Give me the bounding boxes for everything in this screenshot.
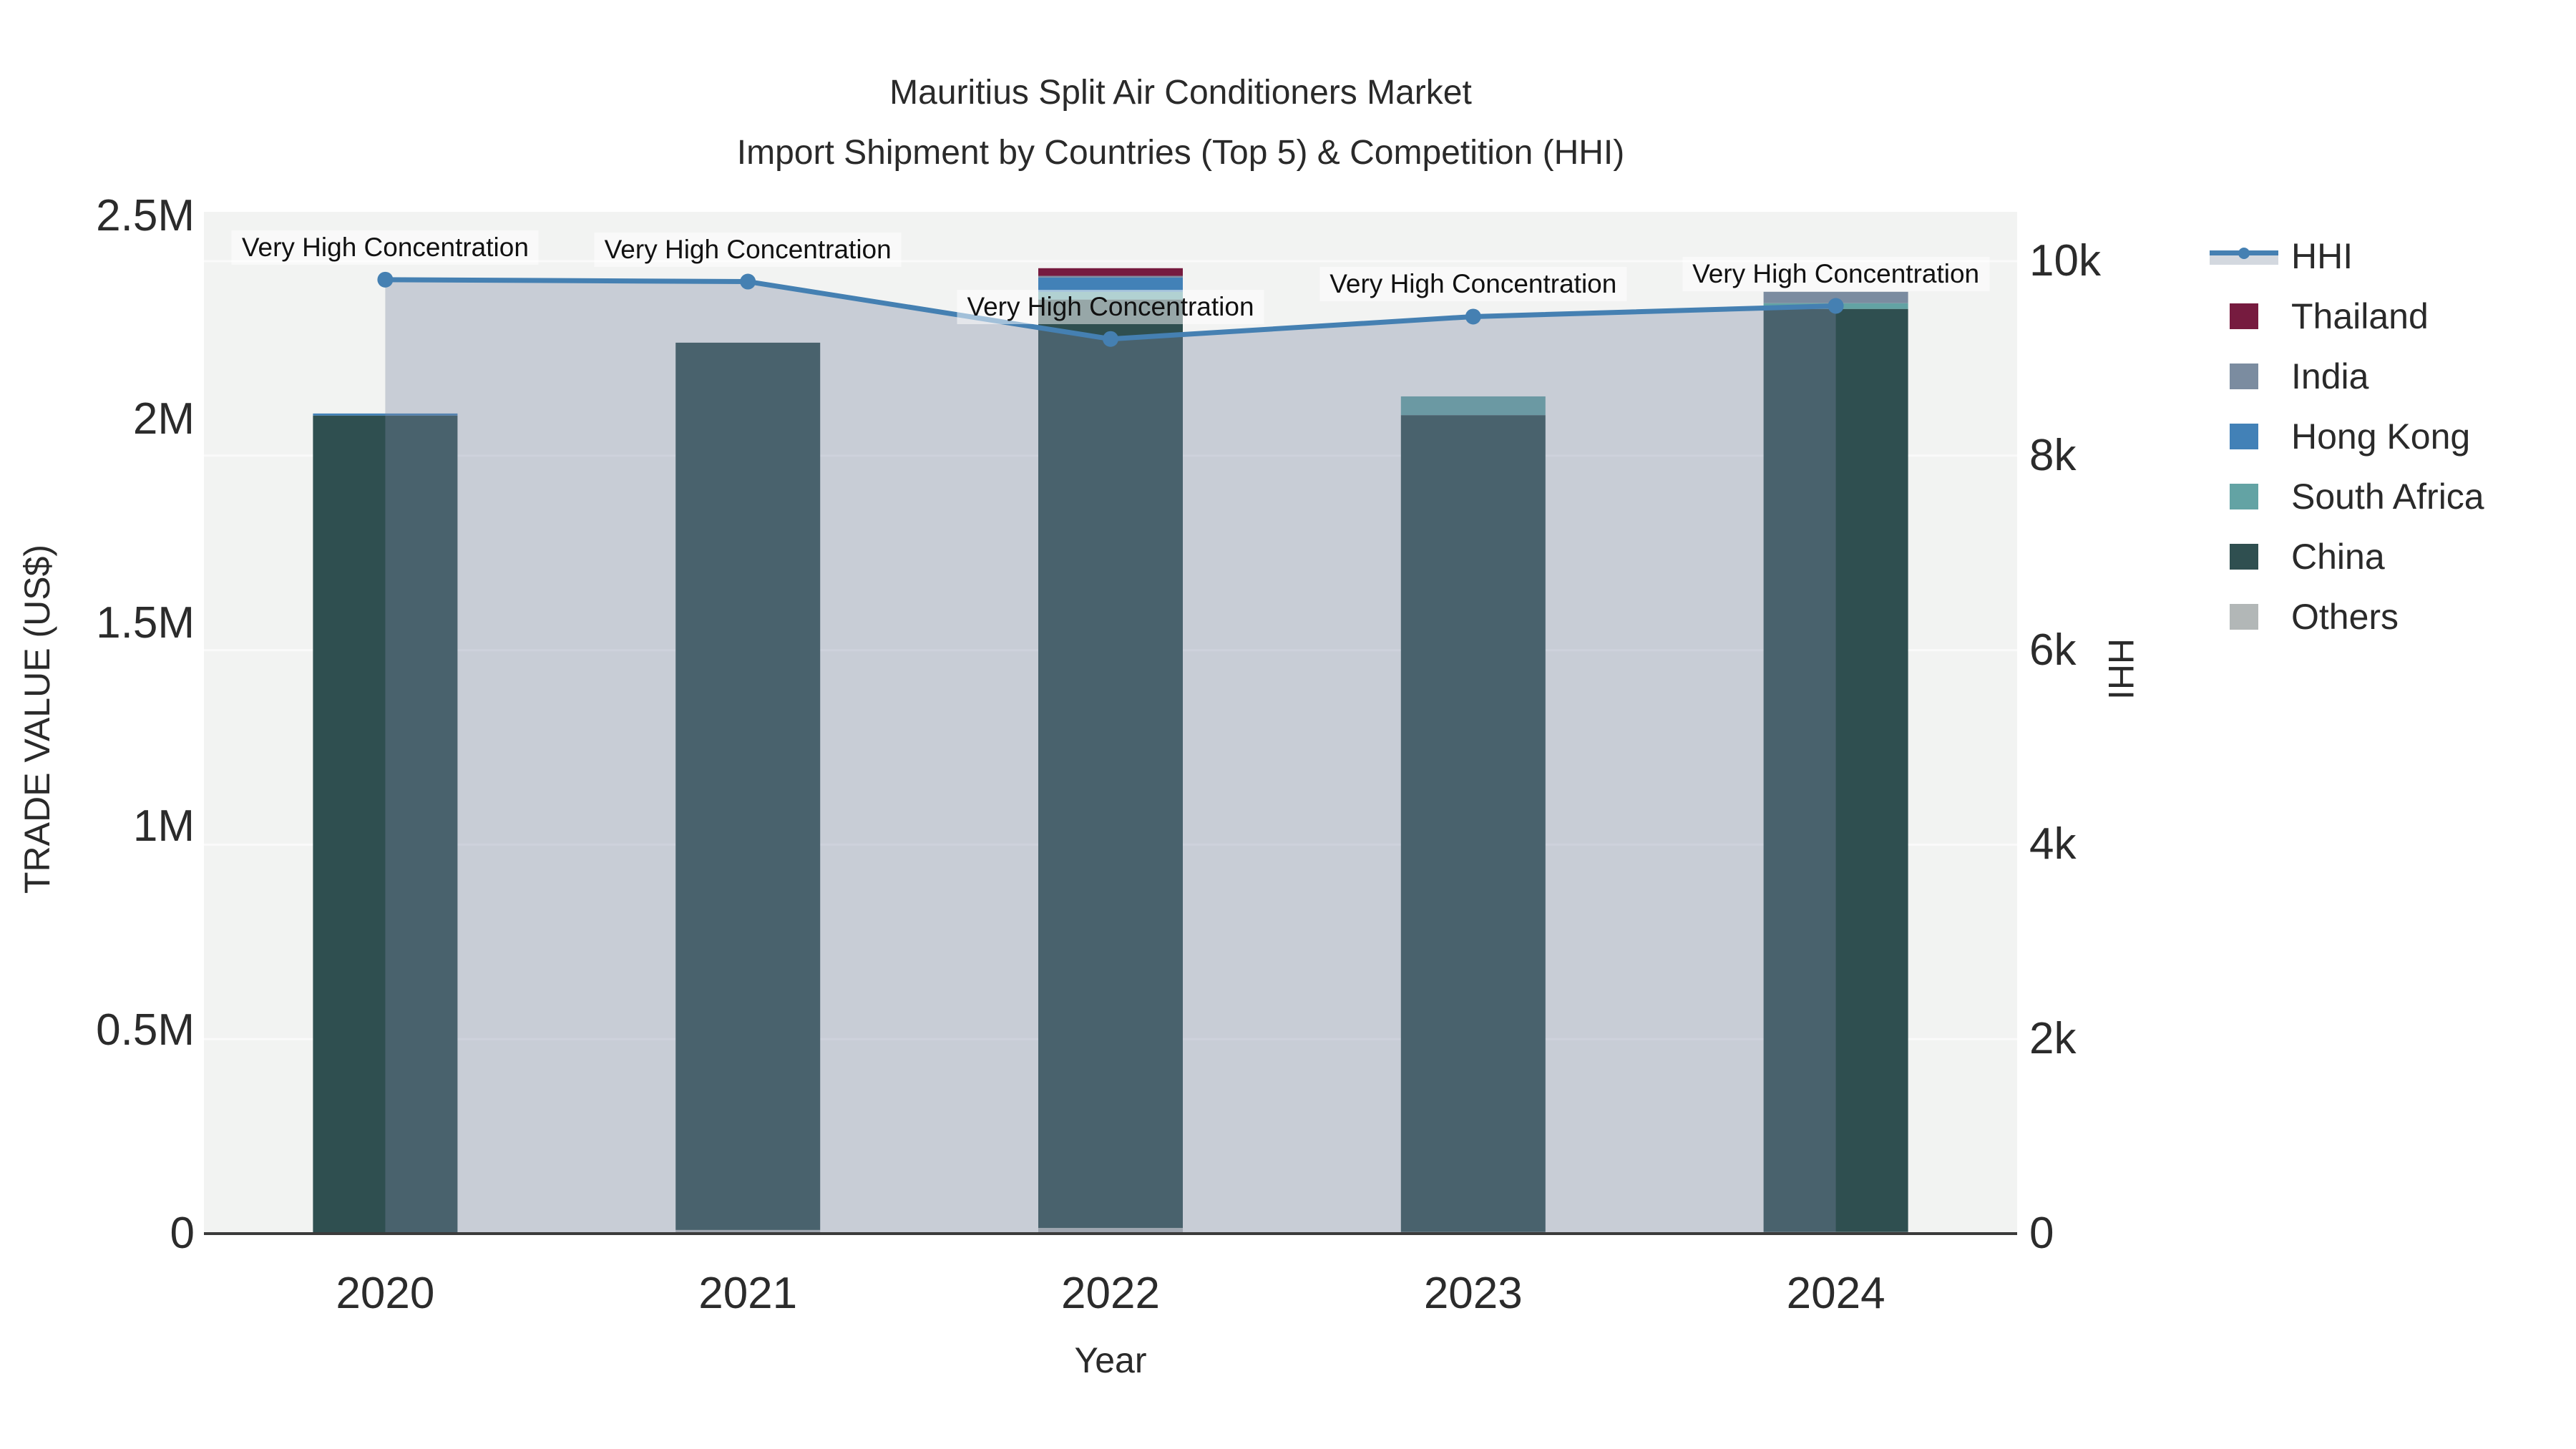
- chart-title-line2: Import Shipment by Countries (Top 5) & C…: [736, 134, 1625, 172]
- legend-item-hong-kong[interactable]: Hong Kong: [2208, 406, 2484, 467]
- hhi-line-swatch-icon: [2208, 248, 2280, 265]
- legend-swatch-icon: [2208, 364, 2280, 389]
- chart-title: Mauritius Split Air Conditioners Market …: [737, 63, 1624, 183]
- bar-segment-others-2022[interactable]: [1038, 1228, 1183, 1234]
- y-left-tick-label: 0: [170, 1209, 195, 1258]
- color-swatch-hong-kong: [2230, 424, 2258, 449]
- legend-label: Hong Kong: [2291, 416, 2471, 457]
- color-swatch-others: [2230, 604, 2258, 630]
- legend-swatch-icon: [2208, 303, 2280, 329]
- color-swatch-india: [2230, 364, 2258, 389]
- hhi-marker-2023[interactable]: [1465, 308, 1481, 325]
- color-swatch-china: [2230, 544, 2258, 570]
- chart-title-line1: Mauritius Split Air Conditioners Market: [889, 74, 1472, 112]
- legend-label: South Africa: [2291, 477, 2484, 517]
- x-tick-label-2024: 2024: [1786, 1269, 1885, 1318]
- legend-item-china[interactable]: China: [2208, 527, 2484, 587]
- bar-segment-hong-kong-2022[interactable]: [1038, 277, 1183, 292]
- annotation-2020: Very High Concentration: [231, 230, 539, 265]
- hhi-marker-2022[interactable]: [1103, 331, 1118, 347]
- y-right-tick-label: 8k: [2029, 430, 2077, 480]
- y-left-tick-label: 1M: [132, 801, 195, 852]
- hhi-marker-2020[interactable]: [377, 271, 394, 288]
- color-swatch-thailand: [2230, 303, 2258, 329]
- x-tick-label-2021: 2021: [698, 1269, 798, 1318]
- bar-segment-china-2024[interactable]: [1763, 308, 1908, 1232]
- y-right-tick-label: 4k: [2029, 819, 2077, 869]
- y-right-tick-label: 2k: [2029, 1014, 2077, 1064]
- hhi-marker-2021[interactable]: [740, 273, 756, 290]
- annotation-2024: Very High Concentration: [1682, 256, 1990, 291]
- legend-item-south-africa[interactable]: South Africa: [2208, 467, 2484, 527]
- y-right-tick-label: 6k: [2029, 625, 2077, 675]
- y-left-tick-label: 2.5M: [96, 191, 195, 240]
- x-tick-label-2023: 2023: [1423, 1269, 1523, 1318]
- legend-label: China: [2291, 537, 2385, 577]
- bar-segment-thailand-2022[interactable]: [1038, 268, 1183, 276]
- legend-label: India: [2291, 356, 2369, 396]
- x-axis-title: Year: [1074, 1340, 1147, 1380]
- bar-segment-hong-kong-2020[interactable]: [313, 413, 458, 416]
- hhi-area-fill: [385, 279, 1836, 1234]
- x-tick-label-2020: 2020: [336, 1269, 435, 1318]
- annotation-2023: Very High Concentration: [1319, 267, 1627, 302]
- legend-item-thailand[interactable]: Thailand: [2208, 286, 2484, 346]
- bar-segment-india-2022[interactable]: [1038, 275, 1183, 278]
- bar-segment-china-2020[interactable]: [313, 415, 458, 1234]
- legend-swatch-icon: [2208, 424, 2280, 449]
- legend-item-others[interactable]: Others: [2208, 587, 2484, 647]
- bar-segment-others-2021[interactable]: [675, 1229, 821, 1234]
- hhi-area-swatch: [2210, 253, 2278, 265]
- legend-swatch-icon: [2208, 484, 2280, 509]
- bar-segment-india-2024[interactable]: [1763, 291, 1908, 303]
- y-right-tick-label: 10k: [2029, 236, 2101, 286]
- hhi-marker-dot: [2238, 248, 2250, 259]
- legend: HHI Thailand India Hong Kong South Africa Chi…: [2208, 226, 2484, 647]
- bar-segment-china-2022[interactable]: [1038, 299, 1183, 1229]
- y-left-tick-label: 1.5M: [96, 597, 195, 648]
- bar-segment-south-africa-2023[interactable]: [1400, 396, 1546, 416]
- annotation-2022: Very High Concentration: [957, 289, 1264, 324]
- x-tick-label-2022: 2022: [1061, 1269, 1160, 1318]
- hhi-line-swatch: [2210, 248, 2278, 265]
- color-swatch-south-africa: [2230, 484, 2258, 509]
- y-right-tick-label: 0: [2029, 1209, 2054, 1258]
- bar-segment-china-2023[interactable]: [1400, 415, 1546, 1232]
- y-right-axis-title: HHI: [2101, 638, 2141, 701]
- legend-item-hhi[interactable]: HHI: [2208, 226, 2484, 286]
- legend-label: Others: [2291, 597, 2399, 637]
- legend-swatch-icon: [2208, 544, 2280, 570]
- legend-swatch-icon: [2208, 604, 2280, 630]
- legend-label: HHI: [2291, 236, 2353, 276]
- legend-label: Thailand: [2291, 296, 2429, 336]
- annotation-2021: Very High Concentration: [594, 232, 902, 267]
- y-left-tick-label: 0.5M: [96, 1005, 195, 1055]
- y-left-tick-label: 2M: [132, 394, 195, 444]
- bar-segment-china-2021[interactable]: [675, 342, 821, 1230]
- hhi-marker-2024[interactable]: [1828, 298, 1844, 314]
- legend-item-india[interactable]: India: [2208, 346, 2484, 406]
